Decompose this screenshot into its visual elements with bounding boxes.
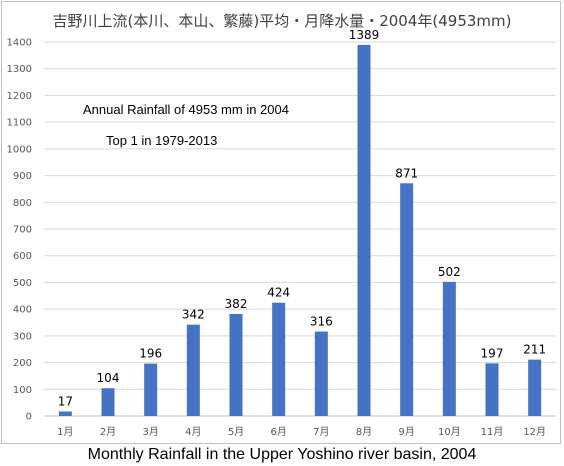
x-tick-label: 2月 xyxy=(100,426,116,438)
x-tick-label: 6月 xyxy=(270,426,286,438)
data-label: 197 xyxy=(481,346,504,360)
y-tick-label: 400 xyxy=(13,305,32,316)
x-tick-label: 8月 xyxy=(356,426,372,438)
bar xyxy=(144,363,158,416)
x-tick-label: 4月 xyxy=(185,426,201,438)
data-label: 211 xyxy=(523,343,546,357)
data-label: 342 xyxy=(182,308,205,322)
x-tick-label: 7月 xyxy=(313,426,329,438)
x-tick-label: 9月 xyxy=(398,426,414,438)
y-tick-label: 0 xyxy=(26,412,32,423)
bar xyxy=(400,183,414,416)
data-label: 104 xyxy=(97,371,120,385)
y-tick-label: 500 xyxy=(13,278,32,289)
y-tick-label: 700 xyxy=(13,225,32,236)
chart-caption: Monthly Rainfall in the Upper Yoshino ri… xyxy=(87,446,477,463)
bar xyxy=(442,281,456,416)
chart-title: 吉野川上流(本川、本山、繁藤)平均・月降水量・2004年(4953mm) xyxy=(52,12,512,30)
bar xyxy=(58,411,72,416)
y-tick-label: 1400 xyxy=(7,38,32,49)
y-tick-label: 300 xyxy=(13,331,32,342)
annotation-top-rank: Top 1 in 1979-2013 xyxy=(106,133,218,148)
bar xyxy=(357,44,371,417)
y-tick-label: 100 xyxy=(13,385,32,396)
data-label: 424 xyxy=(267,286,290,300)
y-tick-label: 1100 xyxy=(7,118,32,129)
bar xyxy=(186,324,200,416)
data-label: 382 xyxy=(225,297,248,311)
annotation-annual-rainfall: Annual Rainfall of 4953 mm in 2004 xyxy=(83,102,289,117)
y-tick-label: 900 xyxy=(13,171,32,182)
y-tick-label: 200 xyxy=(13,358,32,369)
data-label: 17 xyxy=(58,394,73,408)
data-label: 871 xyxy=(395,166,418,180)
data-label: 316 xyxy=(310,315,333,329)
bar xyxy=(485,363,499,416)
x-tick-label: 10月 xyxy=(438,426,461,438)
bar xyxy=(528,359,542,416)
bar xyxy=(272,302,286,416)
y-tick-label: 1300 xyxy=(7,64,32,75)
x-tick-label: 1月 xyxy=(57,426,73,438)
y-tick-label: 1000 xyxy=(7,144,32,155)
bar-chart: 0 100 200 300 400 500 600 700 800 900 1000 1100 1200… xyxy=(7,28,556,438)
x-tick-label: 3月 xyxy=(142,426,158,438)
bar xyxy=(101,388,115,416)
data-label: 502 xyxy=(438,265,461,279)
y-tick-label: 600 xyxy=(13,251,32,262)
x-tick-label: 5月 xyxy=(228,426,244,438)
data-label: 1389 xyxy=(349,28,380,42)
y-tick-label: 1200 xyxy=(7,91,32,102)
data-label: 196 xyxy=(139,347,162,361)
y-tick-label: 800 xyxy=(13,198,32,209)
bar xyxy=(229,313,243,416)
bar xyxy=(314,331,328,416)
x-tick-label: 11月 xyxy=(481,426,504,438)
x-tick-label: 12月 xyxy=(523,426,546,438)
